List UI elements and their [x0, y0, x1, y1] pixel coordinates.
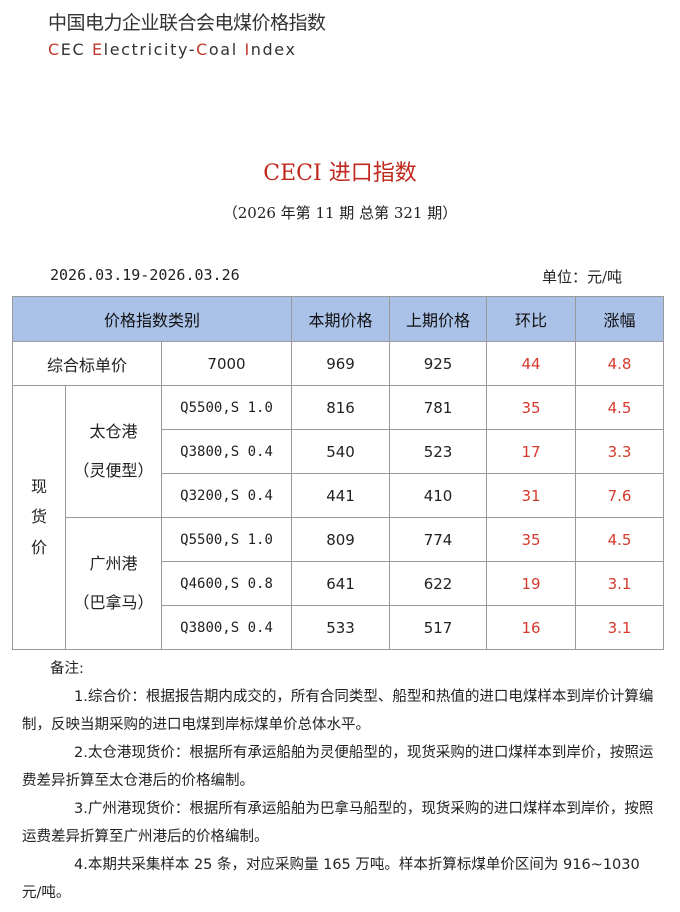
org-en-text: ndex — [250, 40, 297, 59]
header-mom: 环比 — [486, 296, 577, 342]
spec-cell: Q3800,S 0.4 — [160, 429, 293, 474]
spec-cell: Q4600,S 0.8 — [160, 561, 293, 606]
previous-price-cell: 523 — [389, 429, 488, 474]
spot-char: 货 — [30, 507, 47, 527]
spot-price-group-label: 现 货 价 — [12, 385, 66, 650]
change-cell: 4.5 — [575, 385, 665, 430]
org-en-letter: C — [48, 40, 61, 59]
table-row: Q4600,S 0.8 641 622 19 3.1 — [13, 561, 665, 606]
change-cell: 3.1 — [575, 561, 665, 606]
previous-price-cell: 517 — [389, 605, 488, 650]
header-current-price: 本期价格 — [291, 296, 391, 342]
org-en-letter: I — [244, 40, 251, 59]
price-index-table: 价格指数类别 本期价格 上期价格 环比 涨幅 综合标单价 7000 969 92… — [11, 296, 665, 650]
previous-price-cell: 781 — [389, 385, 488, 430]
table-row: Q3200,S 0.4 441 410 31 7.6 — [13, 473, 665, 518]
port-ship-type: （灵便型） — [73, 460, 154, 480]
organization-name-cn: 中国电力企业联合会电煤价格指数 — [48, 12, 326, 34]
current-price-cell: 641 — [291, 561, 391, 606]
change-cell: 4.5 — [575, 517, 665, 562]
previous-price-cell: 410 — [389, 473, 488, 518]
spec-cell: Q5500,S 1.0 — [160, 385, 293, 430]
spec-cell: Q3200,S 0.4 — [160, 473, 293, 518]
change-cell: 3.1 — [575, 605, 665, 650]
note-item: 1.综合价：根据报告期内成交的，所有合同类型、船型和热值的进口电煤样本到岸价计算… — [22, 689, 654, 733]
mom-cell: 35 — [486, 385, 577, 430]
composite-change: 4.8 — [575, 341, 665, 386]
composite-spec: 7000 — [160, 341, 293, 386]
current-price-cell: 816 — [291, 385, 391, 430]
current-price-cell: 540 — [291, 429, 391, 474]
mom-cell: 35 — [486, 517, 577, 562]
table-row: Q3800,S 0.4 533 517 16 3.1 — [13, 605, 665, 650]
spec-cell: Q5500,S 1.0 — [160, 517, 293, 562]
header-change: 涨幅 — [575, 296, 665, 342]
issue-number: （2026 年第 11 期 总第 321 期） — [222, 204, 458, 222]
port-label-guangzhou: 广州港 （巴拿马） — [65, 517, 162, 650]
composite-current: 969 — [291, 341, 391, 386]
header-category: 价格指数类别 — [11, 296, 293, 342]
table-row: 现 货 价 太仓港 （灵便型） Q5500,S 1.0 816 781 35 4… — [12, 385, 665, 650]
composite-mom: 44 — [486, 341, 577, 386]
mom-cell: 31 — [486, 473, 577, 518]
org-en-letter: E — [91, 40, 104, 59]
composite-previous: 925 — [389, 341, 488, 386]
org-en-text: oal — [208, 40, 245, 59]
previous-price-cell: 622 — [389, 561, 488, 606]
spot-char: 现 — [30, 476, 47, 496]
spot-char: 价 — [30, 537, 47, 557]
current-price-cell: 533 — [291, 605, 391, 650]
current-price-cell: 441 — [291, 473, 391, 518]
mom-cell: 16 — [486, 605, 577, 650]
previous-price-cell: 774 — [389, 517, 488, 562]
organization-name-en: CEC Electricity-Coal Index — [48, 40, 297, 59]
spec-cell: Q3800,S 0.4 — [160, 605, 293, 650]
notes-section: 备注: 1.综合价：根据报告期内成交的，所有合同类型、船型和热值的进口电煤样本到… — [22, 655, 662, 907]
change-cell: 3.3 — [575, 429, 665, 474]
header-previous-price: 上期价格 — [389, 296, 488, 342]
unit-label: 单位：元/吨 — [541, 268, 622, 286]
port-name: 太仓港 — [89, 422, 138, 442]
mom-cell: 17 — [486, 429, 577, 474]
notes-title: 备注: — [50, 661, 84, 677]
port-ship-type: （巴拿马） — [73, 592, 154, 612]
note-item: 2.太仓港现货价：根据所有承运船舶为灵便船型的，现货采购的进口煤样本到岸价，按照… — [22, 745, 654, 789]
port-label-taicang: 太仓港 （灵便型） — [65, 385, 162, 518]
note-item: 3.广州港现货价：根据所有承运船舶为巴拿马船型的，现货采购的进口煤样本到岸价，按… — [22, 801, 654, 845]
table-row-composite: 综合标单价 7000 969 925 44 4.8 — [12, 341, 665, 386]
note-item: 4.本期共采集样本 25 条，对应采购量 165 万吨。样本折算标煤单价区间为 … — [22, 857, 640, 901]
report-period: 2026.03.19-2026.03.26 — [50, 266, 240, 284]
table-row: 广州港 （巴拿马） Q5500,S 1.0 809 774 35 4.5 — [13, 517, 665, 650]
mom-cell: 19 — [486, 561, 577, 606]
table-row: Q3800,S 0.4 540 523 17 3.3 — [13, 429, 665, 474]
table-header-row: 价格指数类别 本期价格 上期价格 环比 涨幅 — [11, 296, 665, 342]
org-en-letter: C — [196, 40, 209, 59]
current-price-cell: 809 — [291, 517, 391, 562]
port-name: 广州港 — [89, 554, 138, 574]
change-cell: 7.6 — [575, 473, 665, 518]
composite-label: 综合标单价 — [12, 341, 162, 386]
document-title: CECI 进口指数 — [263, 161, 417, 186]
org-en-text: lectricity- — [103, 40, 197, 59]
org-en-text: EC — [60, 40, 92, 59]
